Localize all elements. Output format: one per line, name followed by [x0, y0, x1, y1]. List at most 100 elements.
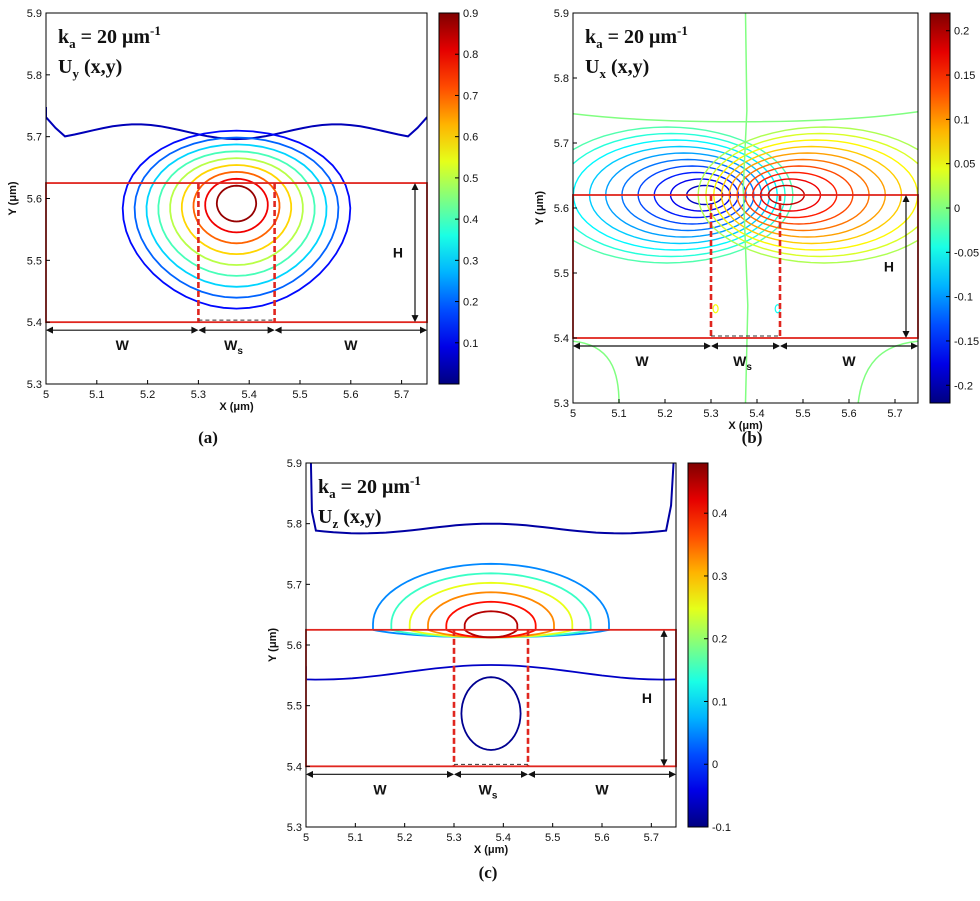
label-w-right: W: [595, 781, 609, 797]
contour-level: [857, 340, 918, 403]
x-tick-label: 5.4: [242, 389, 257, 401]
x-tick-label: 5.6: [343, 389, 358, 401]
y-tick-label: 5.5: [554, 268, 569, 280]
contour-level: [460, 676, 522, 751]
x-tick-label: 5.1: [89, 389, 104, 401]
colorbar-tick-label: -0.05: [954, 247, 979, 259]
dimension-w-left-head-right: [447, 770, 454, 778]
label-w-left: W: [635, 353, 649, 369]
dimension-w-right-head-right: [420, 326, 427, 334]
contour-level: [169, 157, 304, 266]
k-label-value: = 20 μm: [603, 26, 678, 48]
colorbar-tick-label: 0.3: [712, 571, 727, 583]
contour-level: [573, 340, 620, 403]
y-tick-label: 5.3: [27, 379, 42, 391]
y-tick-label: 5.7: [287, 579, 302, 591]
contour-level: [573, 126, 794, 264]
dimension-w-right-head-left: [274, 326, 282, 334]
colorbar-tick-label: -0.1: [712, 822, 731, 834]
dimension-ws-head-left: [711, 342, 718, 350]
dimension-h-head-top: [902, 195, 910, 202]
y-tick-label: 5.8: [287, 519, 302, 531]
k-label: ka = 20 μm-1: [58, 23, 161, 51]
dimension-w-left-head-left: [573, 342, 580, 350]
x-tick-label: 5.2: [657, 408, 672, 420]
colorbar-tick-label: 0.8: [463, 49, 478, 61]
colorbar-tick-label: 0.5: [463, 173, 478, 185]
label-h: H: [642, 690, 652, 706]
y-tick-label: 5.7: [27, 132, 42, 144]
label-ws-sub: s: [492, 790, 498, 801]
label-w-left: W: [373, 781, 387, 797]
colorbar-tick-label: -0.1: [954, 292, 973, 304]
field-label-args: (x,y): [338, 506, 381, 528]
colorbar-tick-label: 0.3: [463, 255, 478, 267]
contour-lines: [306, 463, 676, 751]
y-tick-label: 5.9: [27, 8, 42, 20]
colorbar-tick-label: -0.2: [954, 380, 973, 392]
y-tick-label: 5.4: [554, 333, 569, 345]
label-h: H: [393, 245, 403, 261]
contour-level: [712, 304, 719, 314]
x-tick-label: 5.3: [191, 389, 206, 401]
label-h: H: [884, 259, 894, 275]
field-label: Uy (x,y): [58, 56, 122, 81]
contour-level: [573, 111, 918, 123]
dimension-ws-head-right: [267, 326, 275, 334]
y-tick-label: 5.8: [554, 73, 569, 85]
contour-level: [133, 136, 340, 299]
field-label: Uz (x,y): [318, 506, 382, 531]
colorbar-tick-label: 0.1: [463, 338, 478, 350]
label-ws-sub: s: [746, 362, 752, 373]
dimension-ws-head-left: [198, 326, 206, 334]
y-tick-label: 5.4: [27, 317, 42, 329]
dimension-w-right-head-left: [780, 342, 787, 350]
y-axis-label: Y (μm): [267, 628, 279, 662]
x-tick-label: 5.2: [397, 832, 412, 844]
dimension-w-right-head-left: [528, 770, 535, 778]
dimension-w-left-head-right: [704, 342, 711, 350]
y-tick-label: 5.4: [287, 761, 302, 773]
field-label-args: (x,y): [79, 56, 122, 78]
colorbar-tick-label: 0.7: [463, 90, 478, 102]
k-label-sup: -1: [677, 23, 688, 38]
contour-level: [180, 164, 293, 256]
colorbar-tick-label: 0.15: [954, 70, 975, 82]
colorbar-tick-label: 0.6: [463, 132, 478, 144]
k-label: ka = 20 μm-1: [585, 23, 688, 51]
x-tick-label: 5.2: [140, 389, 155, 401]
label-ws-sub: s: [237, 346, 243, 357]
k-label-value: = 20 μm: [76, 26, 151, 48]
y-tick-label: 5.6: [287, 640, 302, 652]
k-label: ka = 20 μm-1: [318, 473, 421, 501]
y-tick-label: 5.8: [27, 70, 42, 82]
panel-a: W Ws WH5 5.1 5.2 5.3 5.4 5.5 5.6 5.75.35.45.55.65…: [7, 8, 478, 413]
colorbar: [438, 12, 460, 385]
x-axis-label: X (μm): [219, 401, 254, 413]
x-axis-label: X (μm): [474, 844, 509, 856]
dimension-ws-head-right: [521, 770, 528, 778]
panel-b: W Ws WH5 5.1 5.2 5.3 5.4 5.5 5.6 5.75.35.45.55.65…: [534, 8, 979, 432]
x-tick-label: 5: [303, 832, 309, 844]
x-tick-label: 5.4: [496, 832, 511, 844]
dimension-h-head-bottom: [411, 315, 419, 323]
y-tick-label: 5.7: [554, 138, 569, 150]
dimension-ws-head-right: [773, 342, 780, 350]
x-tick-label: 5: [43, 389, 49, 401]
colorbar-tick-label: 0.1: [712, 696, 727, 708]
k-label-value: = 20 μm: [336, 476, 411, 498]
dimension-w-left-head-left: [306, 770, 313, 778]
dimension-h-head-bottom: [902, 331, 910, 338]
x-tick-label: 5.3: [703, 408, 718, 420]
dimension-annotations: W Ws WH: [46, 183, 427, 357]
panel-c: W Ws WH5 5.1 5.2 5.3 5.4 5.5 5.6 5.75.35.45.55.65…: [267, 458, 731, 856]
x-tick-label: 5.1: [348, 832, 363, 844]
dimension-ws-head-left: [454, 770, 461, 778]
colorbar-tick-label: 0.2: [712, 634, 727, 646]
y-tick-label: 5.9: [554, 8, 569, 20]
colorbar: [687, 462, 709, 828]
y-tick-label: 5.6: [554, 203, 569, 215]
field-label: Ux (x,y): [585, 56, 649, 81]
x-axis-label: X (μm): [728, 420, 763, 432]
